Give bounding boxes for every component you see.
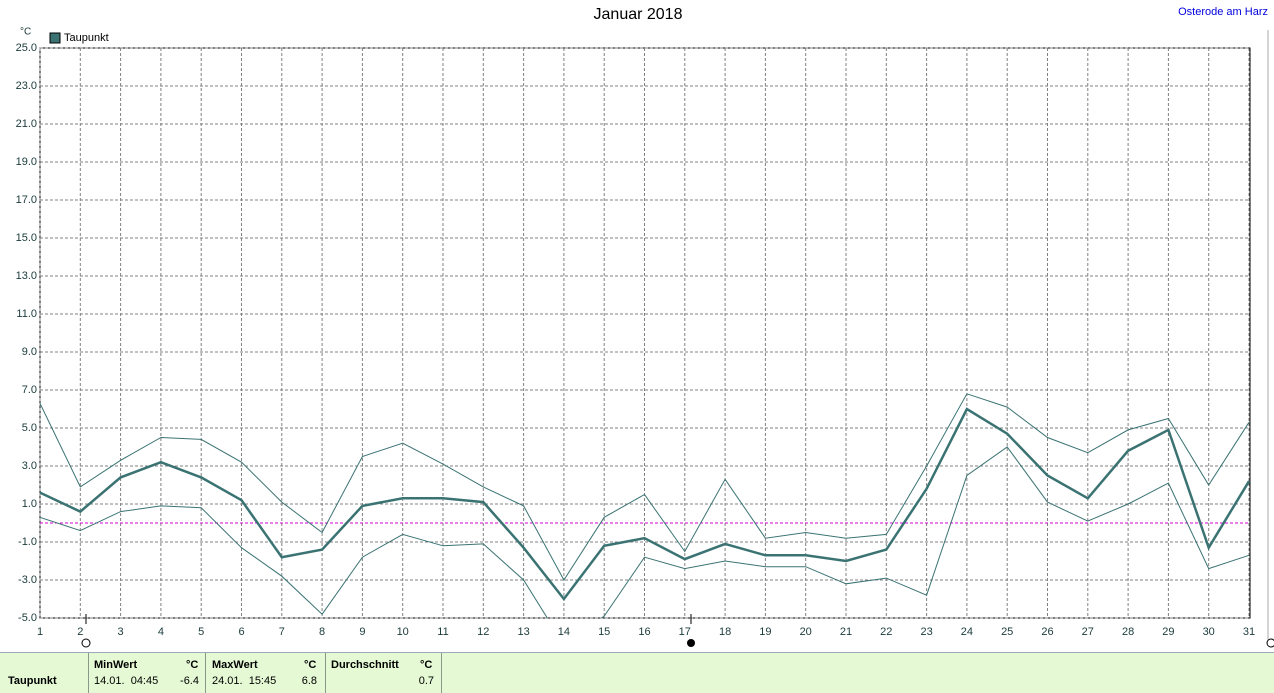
y-tick-label: 11.0 [16, 308, 37, 320]
x-tick-label: 29 [1162, 626, 1174, 638]
x-tick-label: 20 [800, 626, 812, 638]
y-tick-label: 23.0 [16, 80, 37, 92]
x-tick-label: 28 [1122, 626, 1134, 638]
y-tick-label: 1.0 [22, 498, 37, 510]
y-tick-label: 25.0 [16, 42, 37, 54]
x-tick-label: 1 [37, 626, 43, 638]
x-tick-label: 4 [158, 626, 164, 638]
marker-icon [81, 638, 91, 648]
x-tick-label: 17 [679, 626, 691, 638]
series-line [40, 407, 1250, 602]
x-tick-label: 2 [77, 626, 83, 638]
x-tick-label: 3 [118, 626, 124, 638]
y-tick-label: 5.0 [22, 422, 37, 434]
location: Osterode am Harz [1178, 6, 1268, 18]
x-tick-label: 6 [238, 626, 244, 638]
x-tick-label: 16 [638, 626, 650, 638]
y-tick-label: 15.0 [16, 232, 37, 244]
marker-icon [1266, 638, 1274, 648]
col-value: 6.8 [301, 675, 317, 687]
col-unit: °C [186, 659, 199, 671]
col-value: -6.4 [180, 675, 199, 687]
legend-label: Taupunkt [64, 32, 109, 44]
separator [325, 653, 326, 693]
x-tick-label: 25 [1001, 626, 1013, 638]
y-tick-label: -3.0 [18, 574, 37, 586]
col-header: Durchschnitt [331, 659, 399, 671]
x-tick-label: 24 [961, 626, 973, 638]
y-tick-label: 9.0 [22, 346, 37, 358]
x-tick-label: 23 [920, 626, 932, 638]
separator [88, 653, 89, 693]
y-tick-label: 17.0 [16, 194, 37, 206]
x-tick-label: 30 [1203, 626, 1215, 638]
x-tick-label: 7 [279, 626, 285, 638]
x-tick-label: 14 [558, 626, 570, 638]
x-tick-label: 8 [319, 626, 325, 638]
col-header: MinWert [94, 659, 138, 671]
x-tick-label: 11 [437, 626, 448, 638]
range-line [40, 393, 1250, 581]
col-unit: °C [420, 659, 433, 671]
separator [205, 653, 206, 693]
x-tick-label: 19 [759, 626, 771, 638]
col-time: 24.01. 15:45 [212, 675, 277, 687]
y-tick-label: 13.0 [16, 270, 37, 282]
col-value: 0.7 [418, 675, 434, 687]
series-group [40, 393, 1250, 618]
x-tick-label: 5 [198, 626, 204, 638]
x-tick-label: 27 [1082, 626, 1094, 638]
x-tick-label: 21 [840, 626, 852, 638]
y-tick-label: -5.0 [18, 612, 37, 624]
summary-panel: Taupunkt MinWert °C 14.01. 04:45 -6.4 Ma… [0, 652, 1274, 693]
separator [441, 653, 442, 693]
y-tick-label: 21.0 [16, 118, 37, 130]
col-header: MaxWert [212, 659, 258, 671]
chart-title: Januar 2018 [594, 6, 683, 23]
y-unit: °C [20, 27, 31, 38]
x-tick-label: 26 [1041, 626, 1053, 638]
x-tick-label: 9 [359, 626, 365, 638]
x-tick-label: 22 [880, 626, 892, 638]
y-tick-label: -1.0 [18, 536, 37, 548]
x-tick-label: 15 [598, 626, 610, 638]
y-tick-label: 7.0 [22, 384, 37, 396]
x-tick-label: 12 [477, 626, 489, 638]
y-tick-label: 3.0 [22, 460, 37, 472]
x-tick-label: 10 [397, 626, 409, 638]
chart: Januar 2018 Osterode am Harz °C -5.0 -3.0… [16, 6, 1274, 648]
x-tick-label: 13 [517, 626, 529, 638]
y-tick-label: 19.0 [16, 156, 37, 168]
col-time: 14.01. 04:45 [94, 675, 159, 687]
row-label: Taupunkt [8, 675, 57, 687]
range-line [40, 446, 1250, 618]
col-unit: °C [304, 659, 317, 671]
marker-icon [687, 639, 695, 647]
legend-swatch [49, 32, 61, 44]
x-tick-label: 31 [1243, 626, 1255, 638]
x-tick-label: 18 [719, 626, 731, 638]
